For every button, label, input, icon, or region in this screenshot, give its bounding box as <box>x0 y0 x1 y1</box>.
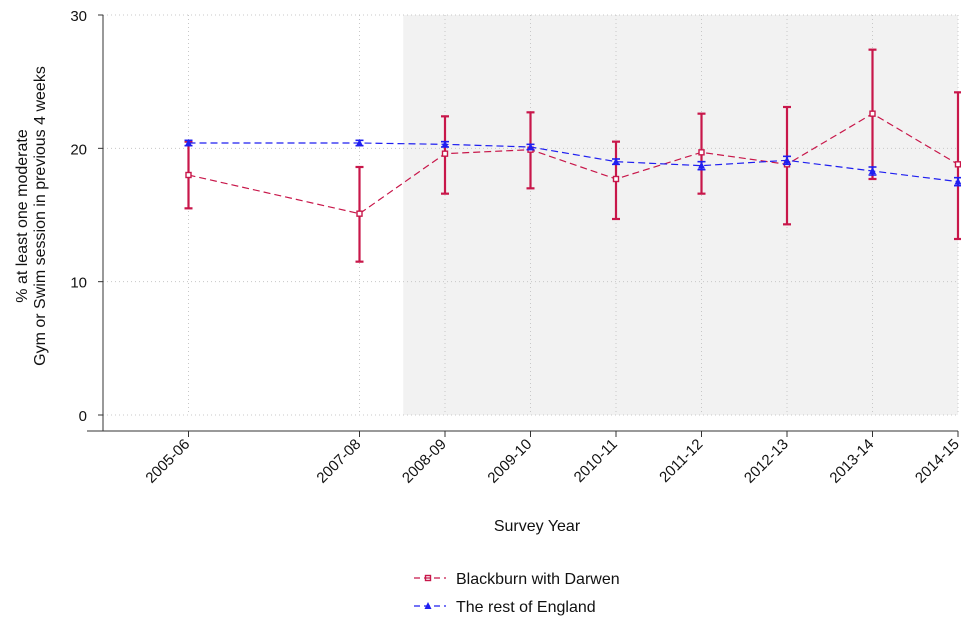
data-point-square <box>869 110 876 117</box>
data-point-triangle <box>698 161 705 169</box>
data-point-square <box>356 210 363 217</box>
x-tick-label: 2012-13 <box>741 436 792 487</box>
series-blackburn <box>184 48 961 263</box>
y-tick-label: 30 <box>70 8 87 25</box>
data-point-square <box>185 171 192 179</box>
data-point-triangle <box>356 139 363 146</box>
data-point-triangle <box>954 177 961 185</box>
x-tick-label: 2008-09 <box>399 436 450 487</box>
shaded-region <box>403 15 958 415</box>
data-point-triangle <box>441 140 449 148</box>
data-point-triangle <box>612 157 620 165</box>
data-point-square <box>612 175 620 183</box>
x-tick-label: 2007-08 <box>313 436 364 487</box>
series-rest-of-england <box>184 139 961 187</box>
x-tick-label: 2009-10 <box>484 436 535 487</box>
data-point-triangle <box>527 143 534 150</box>
y-tick-label: 0 <box>79 408 87 425</box>
y-axis-title: % at least one moderate Gym or Swim sess… <box>14 66 49 366</box>
legend-label-blackburn: Blackburn with Darwen <box>456 571 620 588</box>
data-point-square <box>441 150 449 157</box>
x-tick-label: 2014-15 <box>912 436 961 487</box>
y-axis-title-line-1: % at least one moderate <box>14 129 31 303</box>
y-axis-title-line-2: Gym or Swim session in previous 4 weeks <box>32 66 49 366</box>
y-tick-label: 10 <box>70 275 87 292</box>
data-point-triangle <box>185 139 192 146</box>
series-line <box>188 142 959 183</box>
series-layer <box>184 48 961 263</box>
y-tick-label: 20 <box>70 141 87 158</box>
x-tick-label: 2010-11 <box>571 436 621 486</box>
legend-item-rest-of-england: The rest of England <box>414 599 596 616</box>
legend-square-marker <box>424 574 432 582</box>
data-point-square <box>954 161 961 168</box>
x-tick-label: 2011-12 <box>656 436 706 486</box>
x-tick-label: 2005-06 <box>142 436 193 487</box>
data-point-triangle <box>783 156 791 164</box>
data-point-triangle <box>869 167 876 174</box>
legend-triangle-marker <box>424 602 432 609</box>
x-tick-label: 2013-14 <box>826 436 877 487</box>
legend: Blackburn with Darwen The rest of Englan… <box>414 571 620 616</box>
data-point-square <box>698 149 705 156</box>
x-axis-title: Survey Year <box>494 518 581 535</box>
legend-item-blackburn: Blackburn with Darwen <box>414 571 620 588</box>
legend-label-rest-of-england: The rest of England <box>456 599 596 616</box>
